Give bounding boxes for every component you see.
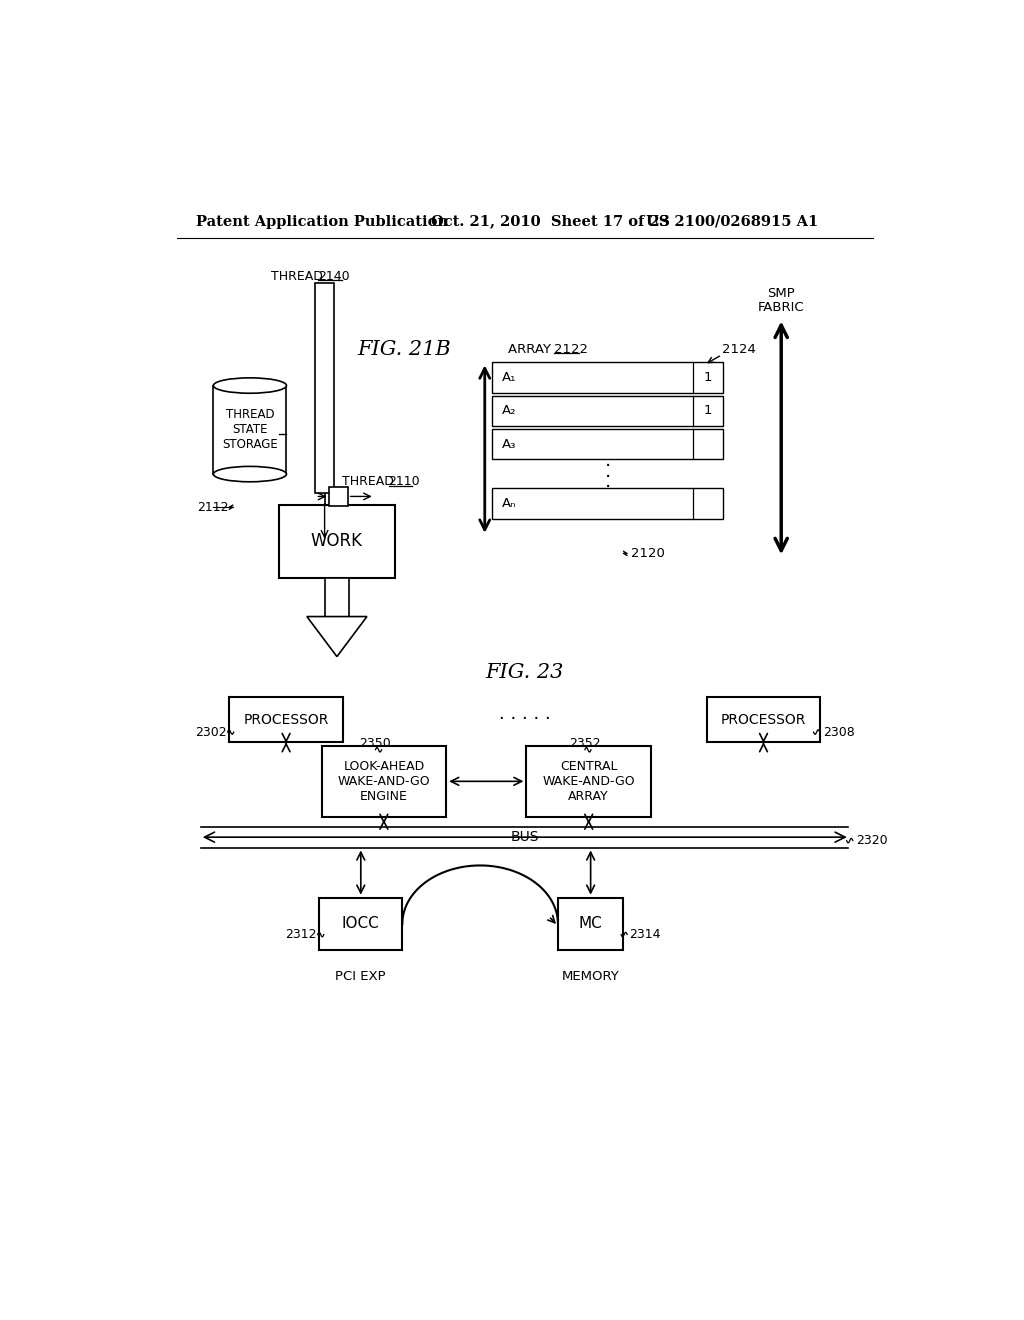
Bar xyxy=(526,746,651,817)
Text: THREAD
STATE
STORAGE: THREAD STATE STORAGE xyxy=(222,408,278,451)
Text: A₂: A₂ xyxy=(502,404,516,417)
Bar xyxy=(493,396,724,426)
Text: PROCESSOR: PROCESSOR xyxy=(244,713,329,727)
Bar xyxy=(330,487,348,506)
Bar xyxy=(493,363,724,393)
Text: ARRAY: ARRAY xyxy=(508,343,555,356)
Text: 2308: 2308 xyxy=(823,726,855,739)
Text: 2112: 2112 xyxy=(197,500,228,513)
Text: PROCESSOR: PROCESSOR xyxy=(721,713,806,727)
Bar xyxy=(493,488,724,519)
Text: Patent Application Publication: Patent Application Publication xyxy=(196,215,449,228)
Text: .: . xyxy=(605,473,611,491)
Text: 2314: 2314 xyxy=(630,928,662,941)
Bar xyxy=(315,284,334,494)
Polygon shape xyxy=(307,616,367,656)
Bar xyxy=(319,898,402,950)
Text: THREAD: THREAD xyxy=(342,475,398,488)
Text: FIG. 23: FIG. 23 xyxy=(485,663,564,682)
Text: .: . xyxy=(605,462,611,480)
Text: LOOK-AHEAD
WAKE-AND-GO
ENGINE: LOOK-AHEAD WAKE-AND-GO ENGINE xyxy=(338,760,430,803)
Bar xyxy=(325,578,349,616)
Bar xyxy=(229,697,343,742)
Text: A₁: A₁ xyxy=(502,371,516,384)
Text: THREAD: THREAD xyxy=(271,269,328,282)
Text: SMP: SMP xyxy=(767,286,795,300)
Text: CENTRAL
WAKE-AND-GO
ARRAY: CENTRAL WAKE-AND-GO ARRAY xyxy=(543,760,635,803)
Text: 1: 1 xyxy=(703,371,713,384)
Text: 2124: 2124 xyxy=(722,343,756,356)
Text: Oct. 21, 2010  Sheet 17 of 23: Oct. 21, 2010 Sheet 17 of 23 xyxy=(431,215,670,228)
Text: Aₙ: Aₙ xyxy=(502,496,516,510)
Ellipse shape xyxy=(213,378,287,393)
Bar xyxy=(213,385,287,474)
Bar xyxy=(322,746,446,817)
Text: 2140: 2140 xyxy=(317,269,349,282)
Text: .: . xyxy=(605,450,611,470)
Text: A₃: A₃ xyxy=(502,437,516,450)
Text: PCI EXP: PCI EXP xyxy=(336,970,386,983)
Text: 2120: 2120 xyxy=(631,546,665,560)
Text: 2352: 2352 xyxy=(569,737,601,750)
Text: FABRIC: FABRIC xyxy=(758,301,805,314)
Ellipse shape xyxy=(213,466,287,482)
Text: . . . . .: . . . . . xyxy=(499,705,551,723)
Text: 2312: 2312 xyxy=(286,928,316,941)
Text: BUS: BUS xyxy=(511,830,539,845)
Text: 2350: 2350 xyxy=(359,737,391,750)
Text: 1: 1 xyxy=(703,404,713,417)
Bar xyxy=(558,898,624,950)
Text: MEMORY: MEMORY xyxy=(562,970,620,983)
Text: MC: MC xyxy=(579,916,602,932)
Text: 2320: 2320 xyxy=(856,834,888,847)
Text: 2110: 2110 xyxy=(388,475,420,488)
Text: 2122: 2122 xyxy=(554,343,588,356)
Text: WORK: WORK xyxy=(311,532,362,550)
Bar xyxy=(707,697,820,742)
Text: US 2100/0268915 A1: US 2100/0268915 A1 xyxy=(646,215,819,228)
Bar xyxy=(280,506,394,578)
Text: IOCC: IOCC xyxy=(342,916,380,932)
Text: FIG. 21B: FIG. 21B xyxy=(357,339,451,359)
Bar xyxy=(493,429,724,459)
Text: 2302: 2302 xyxy=(196,726,226,739)
